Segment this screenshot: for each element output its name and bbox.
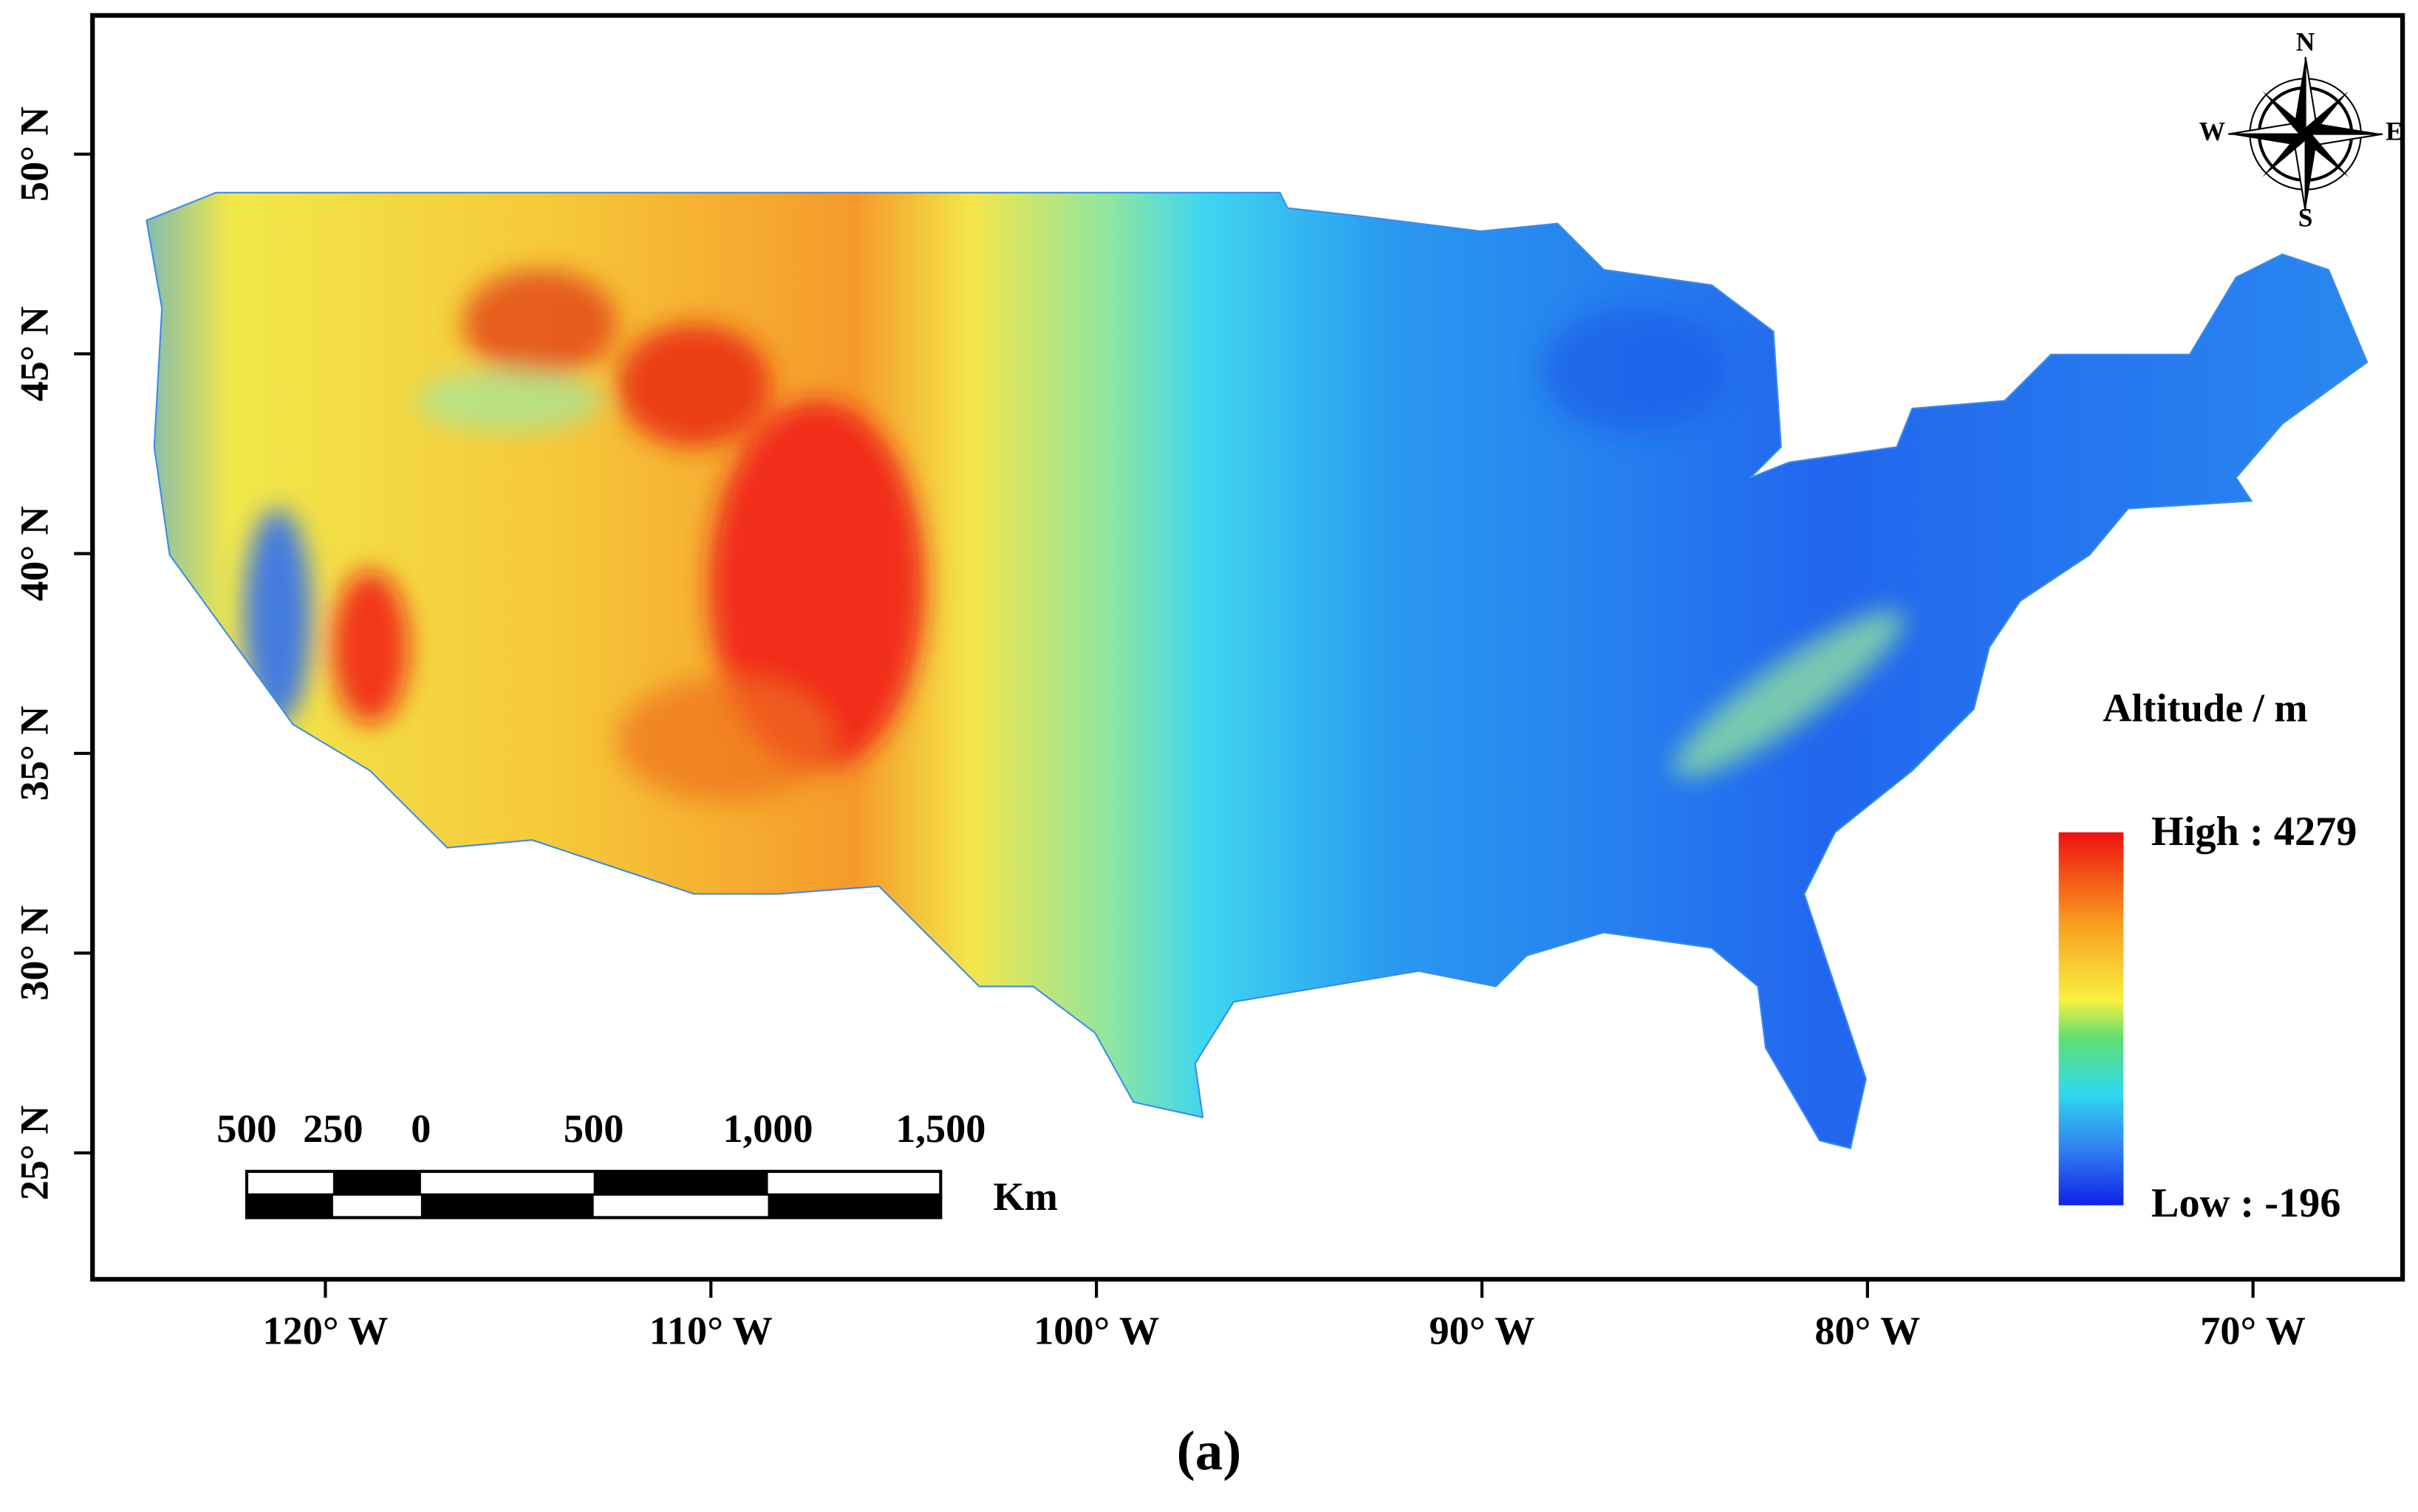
relief <box>462 270 617 378</box>
lat-label: 25° N <box>13 1105 57 1200</box>
lake-region <box>1542 308 1727 432</box>
lon-label: 120° W <box>262 1308 388 1352</box>
compass-star <box>2262 91 2349 177</box>
scale-label: 250 <box>303 1106 363 1151</box>
lon-label: 70° W <box>2200 1308 2306 1352</box>
legend-high: High : 4279 <box>2151 809 2357 855</box>
compass-s: S <box>2298 203 2313 233</box>
lat-label: 35° N <box>13 706 57 801</box>
lat-label: 40° N <box>13 506 57 601</box>
valley <box>416 369 602 432</box>
scale-unit: Km <box>993 1174 1057 1219</box>
valley <box>243 508 312 725</box>
relief <box>1673 609 1905 778</box>
relief <box>616 324 771 448</box>
compass: N S E W <box>2199 27 2403 233</box>
scale-bar: 500 250 0 500 1,000 1,500 <box>216 1106 986 1219</box>
scale-label: 1,500 <box>895 1106 986 1151</box>
lat-axis: 50° N 45° N 40° N 35° N 30° N 25° N <box>13 106 93 1200</box>
relief <box>616 678 833 802</box>
caption: (a) <box>1177 1420 1242 1482</box>
lon-label: 90° W <box>1430 1308 1535 1352</box>
lat-label: 45° N <box>13 307 57 402</box>
scale-label: 1,000 <box>723 1106 813 1151</box>
lat-label: 50° N <box>13 106 57 202</box>
legend-low: Low : -196 <box>2151 1180 2341 1226</box>
lon-axis: 120° W 110° W 100° W 90° W 80° W 70° W <box>262 1279 2306 1352</box>
lat-label: 30° N <box>13 906 57 1001</box>
scale-segment <box>246 1194 333 1218</box>
elevation-base <box>146 192 2368 1149</box>
lon-label: 80° W <box>1814 1308 1920 1352</box>
elevation-detail <box>243 270 1905 802</box>
scale-label: 0 <box>411 1106 431 1151</box>
lon-label: 100° W <box>1034 1308 1159 1352</box>
scale-segment <box>420 1194 594 1218</box>
compass-e: E <box>2385 117 2403 146</box>
scale-label: 500 <box>216 1106 276 1151</box>
elevation-map <box>146 192 2368 1149</box>
scale-label: 500 <box>564 1106 624 1151</box>
legend-title: Altitude / m <box>2103 685 2307 730</box>
legend-ramp <box>2058 832 2124 1205</box>
compass-w: W <box>2199 117 2225 146</box>
scale-segment <box>768 1194 941 1218</box>
lon-label: 110° W <box>649 1308 773 1352</box>
scale-segment <box>593 1171 768 1195</box>
scale-segment <box>332 1171 421 1195</box>
relief <box>331 570 409 725</box>
relief <box>709 400 926 771</box>
map-frame <box>90 13 2405 1282</box>
compass-n: N <box>2296 27 2315 57</box>
